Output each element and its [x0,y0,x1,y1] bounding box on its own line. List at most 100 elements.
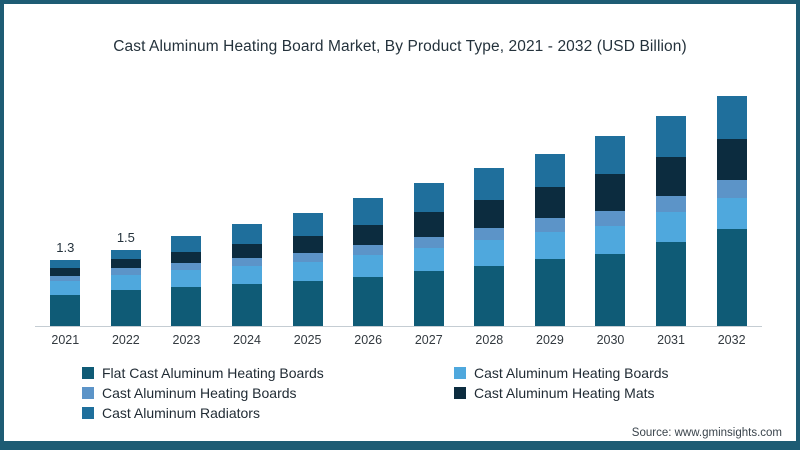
legend: Flat Cast Aluminum Heating Boards Cast Al… [82,363,772,423]
bar-column [338,71,399,326]
bar-segment [50,295,81,326]
bar-segment [474,228,505,241]
bar-segment [413,212,444,237]
bar-segment [474,199,505,229]
legend-swatch-icon [454,387,466,399]
bar-segment [656,196,687,213]
bar-segment [292,281,323,326]
bar-segment [413,271,444,326]
chart-title: Cast Aluminum Heating Board Market, By P… [113,38,687,55]
bar-column: 1.5 [96,71,157,326]
bar-segment [595,174,626,211]
bar-segment [110,290,141,326]
bar-segment [171,262,202,270]
bar-segment [534,186,565,219]
bar-column [459,71,520,326]
bar-segment [716,179,747,198]
legend-label: Cast Aluminum Heating Boards [102,385,297,401]
bar-segment [232,265,263,285]
x-axis-label: 2030 [596,333,625,347]
bar-segment [232,257,263,266]
bar-segment [292,252,323,262]
bar-segment [595,253,626,326]
legend-item: Cast Aluminum Heating Mats [454,383,772,403]
x-axis-label: 2024 [233,333,261,347]
bar-segment [292,235,323,253]
bar-column [580,71,641,326]
x-axis: 2021 2022 2023 2024 2025 2026 2027 2028 2029 2030… [35,333,762,347]
legend-item: Cast Aluminum Heating Boards [454,363,772,383]
legend-label: Cast Aluminum Heating Mats [474,385,655,401]
plot-area: 1.3 1.5 [35,71,762,327]
bar-segment [171,236,202,252]
bar-column [520,71,581,326]
x-axis-label: 2028 [475,333,504,347]
bar-column: 1.3 [35,71,96,326]
bar-segment [353,224,384,245]
bar-segment [656,116,687,158]
bar-segment [50,259,81,269]
x-axis-label: 2022 [111,333,140,347]
bar-segment [595,210,626,226]
legend-swatch-icon [454,367,466,379]
bar-segment [413,236,444,248]
bar-segment [232,224,263,244]
x-axis-label: 2025 [293,333,322,347]
bar-segment [232,243,263,258]
bar-segment [353,244,384,256]
bar-segment [474,265,505,326]
legend-swatch-icon [82,407,94,419]
bar-segment [595,225,626,254]
x-axis-label: 2031 [657,333,685,347]
x-axis-label: 2023 [172,333,201,347]
legend-item: Cast Aluminum Heating Boards [82,383,454,403]
bar-column [398,71,459,326]
bar-segment [413,182,444,213]
legend-label: Cast Aluminum Heating Boards [474,365,669,381]
bar-segment [292,212,323,236]
bar-segment [474,167,505,200]
bar-segment [413,247,444,272]
bar-column [277,71,338,326]
bar-segment [656,241,687,326]
bar-segment [171,269,202,288]
bar-segment [110,259,141,269]
bar-value-label: 1.3 [56,239,75,255]
bar-segment [716,95,747,139]
legend-label: Cast Aluminum Radiators [102,405,260,421]
bar-segment [534,232,565,259]
bar-segment [353,198,384,225]
x-axis-label: 2029 [536,333,564,347]
bar-segment [50,268,81,277]
x-axis-label: 2032 [717,333,746,347]
bar-value-label: 1.5 [116,229,135,245]
bar-segment [716,229,747,326]
legend-label: Flat Cast Aluminum Heating Boards [102,365,324,381]
bar-column [156,71,217,326]
bar-segment [232,284,263,326]
source-note: Source: www.gminsights.com [631,427,782,439]
bar-column [701,71,762,326]
bar-segment [474,240,505,266]
legend-item: Flat Cast Aluminum Heating Boards [82,363,454,383]
bar-segment [656,212,687,242]
bar-segment [292,261,323,282]
bar-segment [353,276,384,326]
bar-segment [50,281,81,296]
bar-segment [716,138,747,180]
bar-segment [110,249,141,260]
bar-segment [50,276,81,282]
bar-column [641,71,702,326]
bar-column [217,71,278,326]
bar-segment [353,255,384,277]
x-axis-label: 2021 [51,333,80,347]
bar-segment [171,287,202,326]
legend-item: Cast Aluminum Radiators [82,403,454,423]
bar-segment [534,153,565,187]
bar-segment [656,157,687,197]
bar-segment [716,197,747,230]
bar-segment [534,258,565,326]
legend-swatch-icon [82,367,94,379]
legend-swatch-icon [82,387,94,399]
